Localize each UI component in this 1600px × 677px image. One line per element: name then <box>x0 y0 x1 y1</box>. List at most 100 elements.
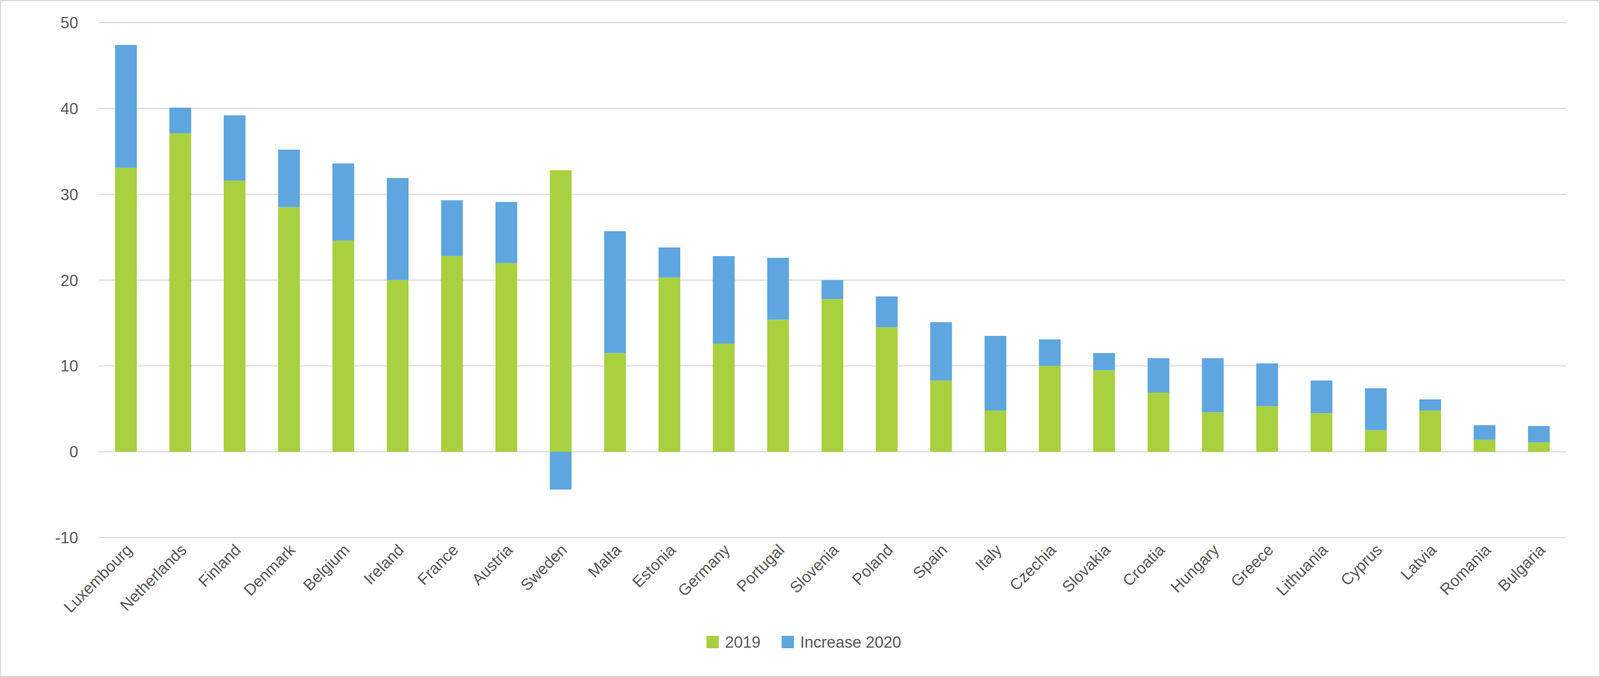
x-tick-label: Croatia <box>1118 540 1169 591</box>
x-tick-label: Romania <box>1436 540 1495 599</box>
bar <box>1364 388 1387 431</box>
bar <box>223 180 246 452</box>
x-tick-label: Poland <box>848 540 897 589</box>
legend: 2019 Increase 2020 <box>706 633 901 652</box>
bar <box>603 230 626 353</box>
x-tick-label: Austria <box>468 540 517 590</box>
bar <box>1310 413 1333 452</box>
x-tick-label: Finland <box>194 540 245 591</box>
bar <box>767 257 789 320</box>
bar <box>1256 363 1278 406</box>
bar <box>169 133 191 452</box>
bar <box>1147 392 1170 452</box>
x-tick-label: Czechia <box>1006 540 1060 595</box>
y-tick-label: 0 <box>69 442 79 461</box>
bar <box>386 178 409 281</box>
bar <box>930 322 952 381</box>
bar <box>767 319 789 452</box>
legend-label: 2019 <box>724 633 761 652</box>
x-tick-label: Denmark <box>240 540 299 600</box>
bar <box>1201 358 1224 413</box>
y-tick-label: 10 <box>60 357 79 376</box>
bar <box>386 280 409 453</box>
bar <box>223 115 246 181</box>
x-tick-label: Estonia <box>628 540 680 592</box>
y-tick-label: 30 <box>60 185 79 204</box>
x-tick-label: Cyprus <box>1337 540 1386 590</box>
bars <box>115 44 1551 490</box>
bar <box>1364 430 1387 452</box>
bar <box>821 280 844 300</box>
x-tick-label: Portugal <box>733 540 788 596</box>
x-tick-label: Spain <box>909 540 951 583</box>
bar <box>984 335 1007 411</box>
bar <box>1419 410 1442 452</box>
legend-swatch <box>781 635 794 649</box>
grid <box>98 22 1567 538</box>
grid-line <box>98 193 1567 195</box>
bar <box>169 107 191 134</box>
y-tick-label: 40 <box>60 99 79 118</box>
bar <box>876 296 898 328</box>
x-tick-label: Sweden <box>517 540 571 595</box>
bar <box>549 451 572 490</box>
y-tick-label: 20 <box>60 271 79 290</box>
bar <box>1256 406 1278 452</box>
bar <box>984 410 1007 452</box>
bar <box>549 170 572 452</box>
bar <box>821 298 844 452</box>
x-tick-label: Ireland <box>360 540 408 589</box>
x-tick-label: Bulgaria <box>1494 540 1550 596</box>
grid-line <box>98 22 1567 24</box>
grid-line <box>98 108 1567 110</box>
bar <box>440 200 463 256</box>
bar <box>1147 358 1170 393</box>
x-tick-label: Malta <box>584 540 626 582</box>
bar <box>713 343 735 452</box>
x-tick-label: Lithuania <box>1272 540 1332 600</box>
bar <box>332 163 354 241</box>
bar <box>1473 424 1496 440</box>
bar <box>332 240 354 452</box>
bar <box>278 149 300 208</box>
x-tick-label: Greece <box>1227 540 1277 591</box>
bar <box>1527 425 1550 443</box>
grid-line <box>98 537 1567 539</box>
chart-frame <box>0 0 1600 677</box>
chart: -1001020304050LuxembourgNetherlandsFinla… <box>0 0 1600 677</box>
bar <box>658 277 681 452</box>
x-tick-label: Slovakia <box>1058 540 1114 597</box>
x-tick-label: Latvia <box>1397 540 1441 584</box>
bar <box>1038 365 1061 452</box>
x-tick-label: Belgium <box>299 540 353 595</box>
bar <box>115 44 137 168</box>
bar <box>1093 352 1115 370</box>
bar <box>658 247 681 278</box>
legend-swatch <box>706 635 719 649</box>
x-tick-label: Slovenia <box>786 540 843 597</box>
x-tick-label: Germany <box>674 540 734 600</box>
bar <box>440 256 463 452</box>
bar <box>115 167 137 452</box>
x-tick-label: Italy <box>971 540 1006 575</box>
bar <box>1093 370 1115 452</box>
bar <box>1038 339 1061 367</box>
bar <box>1201 412 1224 452</box>
bar <box>495 262 518 452</box>
x-tick-label: Netherlands <box>116 540 190 615</box>
x-tick-label: Hungary <box>1167 540 1223 597</box>
bar <box>930 380 952 452</box>
bar <box>713 256 735 344</box>
legend-label: Increase 2020 <box>800 633 901 652</box>
bar <box>1310 380 1333 414</box>
bar <box>1473 439 1496 452</box>
bar <box>495 202 518 263</box>
bar <box>278 207 300 452</box>
y-tick-label: -10 <box>55 528 79 547</box>
y-tick-label: 50 <box>60 13 79 32</box>
bar <box>603 352 626 452</box>
bar <box>876 327 898 452</box>
bar <box>1419 399 1442 411</box>
x-tick-label: France <box>414 540 462 589</box>
bar <box>1527 442 1550 452</box>
